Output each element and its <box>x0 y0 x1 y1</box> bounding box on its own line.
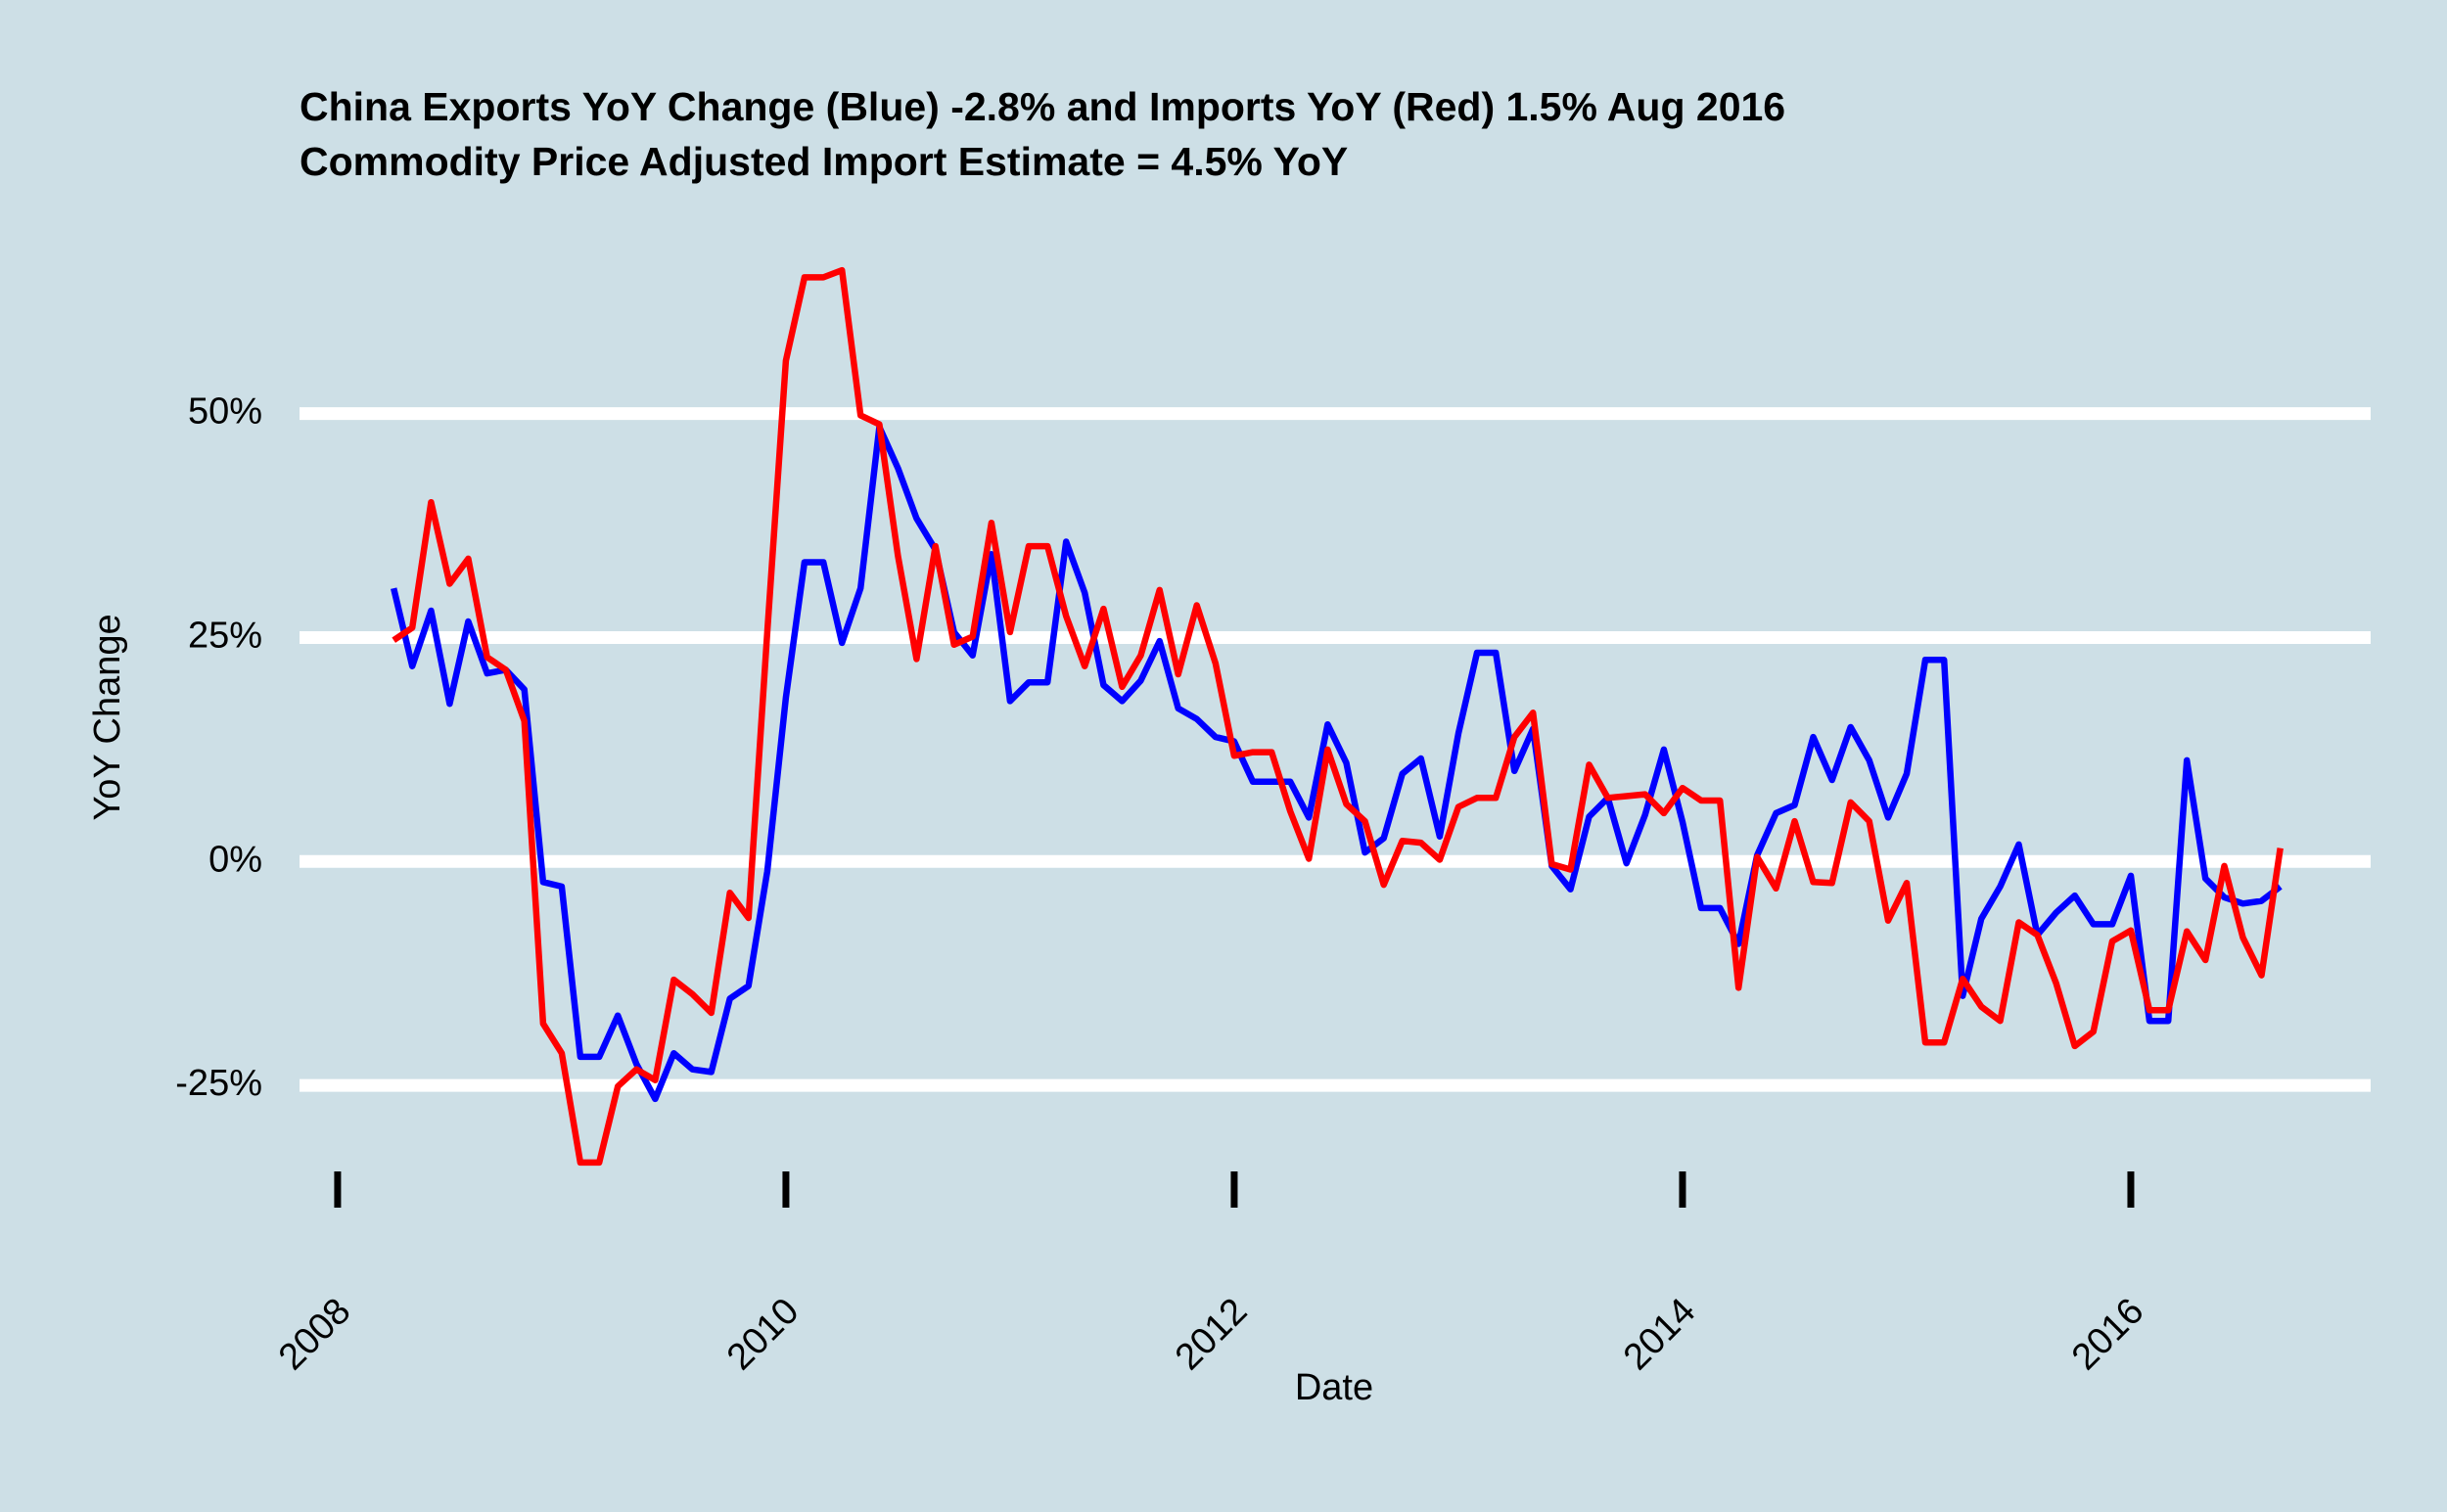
x-axis-label: Date <box>1295 1367 1373 1408</box>
y-tick-label: 25% <box>188 615 262 656</box>
chart-subtitle: Commodity Price Adjusted Import Estimate… <box>300 139 1348 184</box>
chart-title: China Exports YoY Change (Blue) -2.8% an… <box>300 84 1785 129</box>
y-tick-label: 50% <box>188 391 262 433</box>
series-line <box>392 266 2284 1167</box>
y-tick-label: -25% <box>175 1063 262 1104</box>
y-axis-label: YoY Change <box>87 614 128 820</box>
y-tick-label: 0% <box>208 839 262 880</box>
